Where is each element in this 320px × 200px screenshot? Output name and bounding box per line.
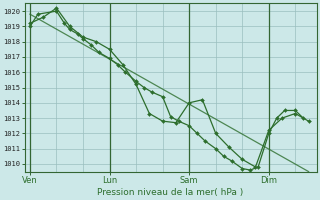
X-axis label: Pression niveau de la mer( hPa ): Pression niveau de la mer( hPa ) bbox=[98, 188, 244, 197]
